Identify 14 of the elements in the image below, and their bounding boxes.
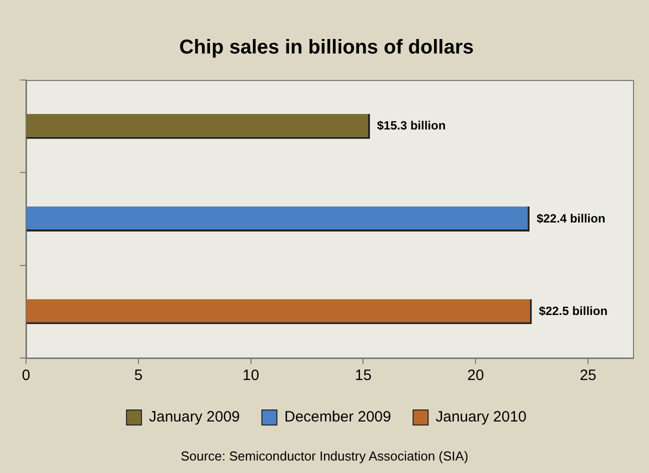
data-label: $22.4 billion — [536, 211, 606, 226]
legend-label: January 2009 — [148, 408, 240, 426]
source-note: Source: Semiconductor Industry Association (SIA) — [180, 448, 468, 464]
legend-label: January 2010 — [436, 408, 527, 426]
x-tick-label: 0 — [22, 367, 30, 384]
x-tick-label: 10 — [242, 367, 260, 384]
chart-title: Chip sales in billions of dollars — [179, 36, 474, 59]
x-tick-label: 15 — [354, 367, 372, 384]
x-tick-label: 20 — [467, 367, 484, 384]
x-tick-label: 25 — [580, 367, 596, 384]
data-label: $22.5 billion — [538, 304, 608, 318]
legend-label: December 2009 — [284, 408, 392, 426]
data-label: $15.3 billion — [376, 118, 446, 133]
x-tick-label: 5 — [134, 367, 143, 384]
